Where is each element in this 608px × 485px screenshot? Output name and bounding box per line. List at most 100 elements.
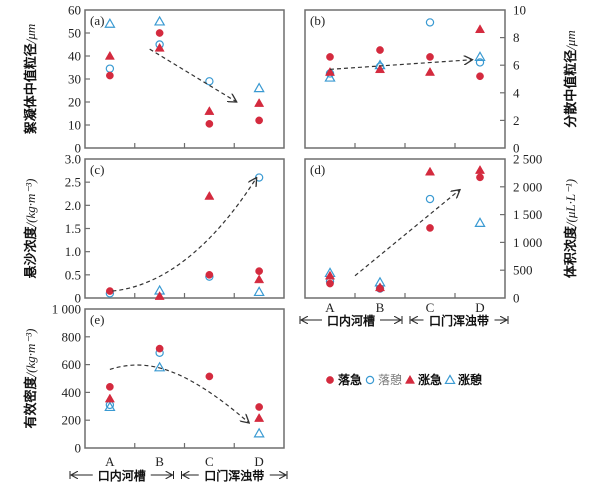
y-tick-label: 0 [513,291,520,306]
marker-ebb_max-D [476,173,484,182]
marker-ebb_max-D [255,403,263,411]
y-axis-title: 悬沙浓度/(kg·m⁻³) [23,179,39,279]
region-brackets: 口内河槽 口门浑浊带 [299,313,509,328]
y-tick-label: 20 [68,95,81,110]
y-axis-unit: /μm [563,30,578,51]
marker-flood_slack-D [253,427,265,438]
marker-flood_max-A [324,270,336,280]
marker-flood_slack-B [153,15,166,26]
marker-ebb_max-C [426,53,434,61]
marker-ebb_slack-A [105,64,115,73]
marker-ebb_max-A [326,53,334,61]
marker-flood_max-D [254,98,265,107]
y-tick-label: 10 [513,3,526,18]
marker-ebb_slack-C [205,77,214,86]
panel-label: (c) [90,162,104,177]
marker-flood_max-B [374,64,386,74]
panel-label: (d) [310,162,325,177]
trend-arrow [109,364,249,423]
y-tick-label: 30 [68,72,81,87]
y-tick-label: 3.0 [65,152,81,167]
legend-item-flood_slack: 涨憩 [444,372,482,387]
legend-marker-flood_max [404,374,416,384]
marker-flood_max-A [324,66,336,76]
y-tick-label: 0 [513,141,520,156]
y-tick-label: 2.5 [65,175,81,190]
y-tick-label: 10 [68,118,81,133]
y-tick-label: 40 [68,49,81,64]
marker-flood_slack-D [253,82,265,93]
marker-flood_max-D [254,274,265,284]
y-tick-label: 1.5 [65,221,81,236]
marker-flood_slack-A [104,17,116,28]
y-axis-title: 分散中值粒径/μm [563,30,579,128]
marker-ebb_max-D [255,267,263,275]
y-tick-label: 2 500 [513,152,542,167]
plot-frame [84,308,285,449]
marker-flood_max-C [424,66,436,76]
marker-ebb_max-A [106,382,114,391]
x-category-label: C [426,300,435,315]
marker-ebb_slack-A [105,400,115,410]
y-axis-unit: /μm [23,24,38,45]
x-category-label: B [376,300,385,315]
y-tick-label: 0 [75,141,82,156]
plot-frame [304,9,506,149]
legend-marker-flood_slack [444,374,456,385]
panel-c: 0 0.5 1.0 1.5 2.0 2.5 3.0 (c) 悬沙浓度/(kg·m⁻³) [23,152,285,306]
y-tick-label: 8 [513,30,520,45]
y-tick-label: 1 000 [513,235,542,250]
region-label: 口内河槽 [327,313,375,328]
y-tick-label: 1.0 [65,244,81,259]
x-category-label: D [254,454,263,469]
marker-flood_slack-D [474,217,486,227]
marker-flood_max-C [424,166,436,176]
marker-ebb_max-A [106,71,114,80]
y-tick-label: 1 000 [52,302,81,317]
marker-flood_max-B [154,291,165,300]
legend-label: 涨憩 [458,372,482,387]
y-axis-unit: /(kg·m⁻³) [23,329,38,378]
y-tick-label: 2 000 [513,179,542,194]
x-category-label: C [205,454,214,469]
marker-flood_max-A [104,393,115,403]
marker-ebb_max-B [155,29,164,37]
region-brackets: 口内河槽 口门浑浊带 [69,468,288,483]
marker-flood_slack-A [324,71,336,82]
y-axis-unit: /(kg·m⁻³) [23,179,38,228]
marker-flood_max-D [474,165,486,174]
y-tick-label: 2.0 [65,198,81,213]
y-tick-label: 60 [68,3,81,18]
panel-b: 0 2 4 6 8 10 (b) 分散中值粒径/μm [304,3,579,156]
y-axis-title: 体积浓度/(μL·L⁻¹) [563,179,579,278]
x-category-label: A [105,454,115,469]
y-tick-label: 0 [75,441,82,456]
marker-flood_max-A [104,50,115,60]
y-tick-label: 1 500 [513,207,542,222]
legend-marker-ebb_slack [365,375,375,385]
plot-frame [84,158,285,299]
y-tick-label: 6 [513,58,520,73]
region-label: 口门浑浊带 [429,313,489,328]
legend: 落急 落憩 涨急 涨憩 [326,372,482,387]
y-axis-title-text: 分散中值粒径 [563,50,579,128]
marker-flood_slack-A [104,401,116,412]
y-axis-unit: /(μL·L⁻¹) [563,179,578,227]
panel-label: (a) [90,13,104,28]
y-tick-label: 200 [62,413,82,428]
marker-ebb_slack-C [425,18,435,27]
marker-flood_max-D [254,413,265,422]
y-axis-title-text: 体积浓度 [563,225,579,278]
marker-ebb_max-D [476,72,484,81]
marker-ebb_slack-C [425,194,435,204]
y-axis-title-text: 絮凝体中值粒径 [23,43,39,134]
y-axis-title: 有效密度/(kg·m⁻³) [23,329,39,429]
marker-ebb_slack-D [475,58,485,67]
marker-flood_slack-D [474,51,486,61]
y-tick-label: 800 [62,329,82,344]
legend-item-ebb_max: 落急 [326,372,362,387]
legend-item-ebb_slack: 落憩 [365,372,402,387]
panel-d: 0 500 1 000 1 500 2 000 2 500 (d) 体积浓度/(μL·L⁻¹)… [299,152,579,328]
